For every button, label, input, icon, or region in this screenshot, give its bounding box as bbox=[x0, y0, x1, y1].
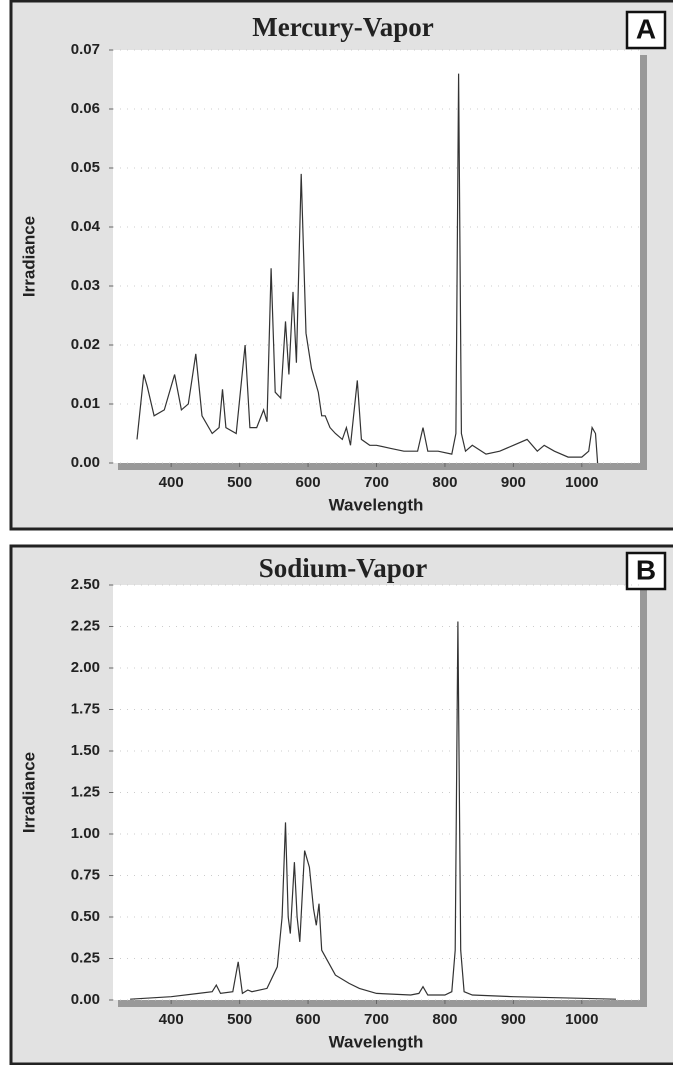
y-tick-label: 0.05 bbox=[71, 159, 100, 176]
y-tick-label: 2.00 bbox=[71, 659, 100, 676]
y-tick-label: 0.00 bbox=[71, 991, 100, 1008]
x-tick-label: 500 bbox=[227, 1011, 252, 1028]
x-tick-label: 800 bbox=[432, 1011, 457, 1028]
y-tick-label: 0.06 bbox=[71, 100, 100, 117]
annotation: B bbox=[636, 554, 656, 585]
y-tick-label: 1.75 bbox=[71, 700, 100, 717]
x-axis-label: Wavelength bbox=[329, 1032, 424, 1051]
y-tick-label: 0.50 bbox=[71, 908, 100, 925]
y-tick-label: 0.75 bbox=[71, 866, 100, 883]
annotation-box bbox=[625, 551, 667, 591]
y-tick-label: 0.07 bbox=[71, 41, 100, 58]
y-tick-label: 1.00 bbox=[71, 825, 100, 842]
x-tick-label: 500 bbox=[227, 474, 252, 491]
x-tick-label: 700 bbox=[364, 1011, 389, 1028]
plot-area bbox=[113, 50, 640, 463]
x-tick-label: 800 bbox=[432, 474, 457, 491]
y-tick-label: 0.04 bbox=[71, 218, 101, 235]
x-tick-label: 600 bbox=[296, 1011, 321, 1028]
x-tick-label: 400 bbox=[159, 474, 184, 491]
chart-title: Sodium-Vapor bbox=[259, 553, 428, 583]
annotation: A bbox=[636, 13, 656, 44]
x-tick-label: 900 bbox=[501, 1011, 526, 1028]
y-tick-label: 0.25 bbox=[71, 949, 100, 966]
y-tick-label: 1.50 bbox=[71, 742, 100, 759]
annotation-box bbox=[625, 10, 667, 50]
y-axis-label: Irradiance bbox=[19, 216, 38, 297]
x-tick-label: 1000 bbox=[565, 474, 598, 491]
y-axis-label: Irradiance bbox=[19, 752, 38, 833]
chart-title: Mercury-Vapor bbox=[252, 12, 433, 42]
x-tick-label: 1000 bbox=[565, 1011, 598, 1028]
y-tick-label: 0.01 bbox=[71, 395, 100, 412]
x-tick-label: 700 bbox=[364, 474, 389, 491]
y-tick-label: 1.25 bbox=[71, 783, 100, 800]
spectrum-line bbox=[130, 621, 617, 1000]
x-axis-label: Wavelength bbox=[329, 495, 424, 514]
plot-area bbox=[113, 585, 640, 1000]
x-tick-label: 900 bbox=[501, 474, 526, 491]
spectrum-line bbox=[136, 73, 599, 464]
y-tick-label: 0.00 bbox=[71, 454, 100, 471]
y-tick-label: 2.25 bbox=[71, 617, 100, 634]
y-tick-label: 0.02 bbox=[71, 336, 100, 353]
x-tick-label: 400 bbox=[159, 1011, 184, 1028]
y-tick-label: 0.03 bbox=[71, 277, 100, 294]
x-tick-label: 600 bbox=[296, 474, 321, 491]
y-tick-label: 2.50 bbox=[71, 576, 100, 593]
